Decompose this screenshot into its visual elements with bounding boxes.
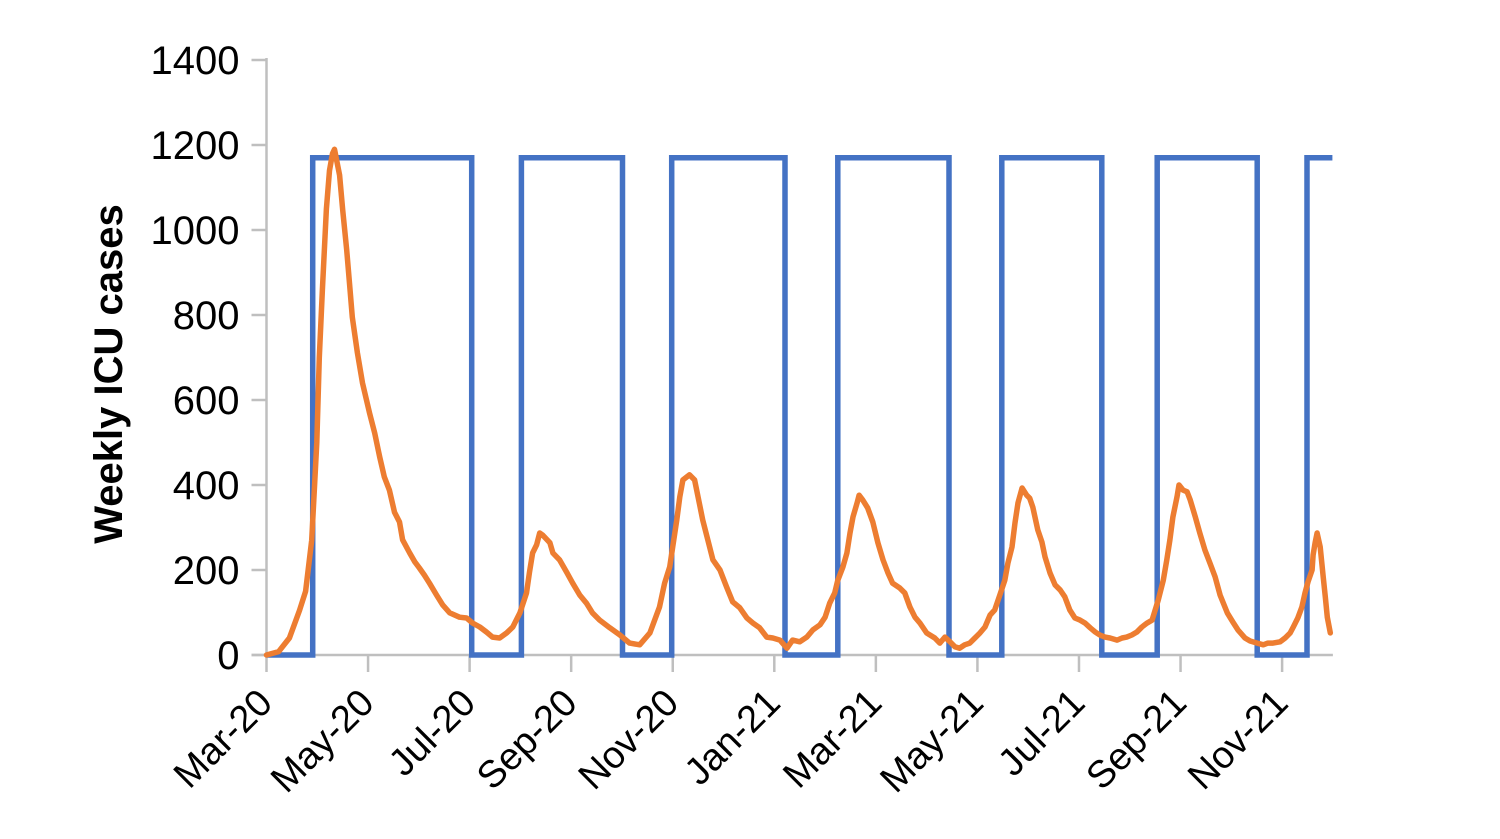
series-blue-square-wave (266, 155, 1333, 658)
y-tick-label: 1000 (151, 209, 240, 253)
x-tick-label: Jan-21 (677, 682, 789, 794)
y-tick-label: 1400 (151, 39, 240, 83)
series-lines (263, 146, 1334, 658)
axes (251, 58, 1333, 657)
x-tick-label: Sep-20 (469, 682, 585, 798)
x-tick-label: Jul-21 (990, 682, 1093, 785)
x-tick-label: May-20 (263, 682, 382, 801)
x-tick-label: May-21 (872, 682, 991, 801)
y-tick-label: 600 (173, 379, 240, 423)
x-tick-label: Nov-21 (1180, 682, 1296, 798)
x-tick-label: Sep-21 (1079, 682, 1195, 798)
x-tick-label: Mar-21 (775, 682, 890, 797)
y-tick-label: 200 (173, 549, 240, 593)
y-axis-ticks: 0 200 400 600 800 1000 1200 1400 (151, 39, 267, 678)
x-tick-label: Nov-20 (571, 682, 687, 798)
x-axis-ticks: Mar-20May-20Jul-20Sep-20Nov-20Jan-21Mar-… (166, 655, 1296, 801)
y-tick-label: 400 (173, 464, 240, 508)
y-axis-title: Weekly ICU cases (87, 204, 131, 543)
y-tick-label: 800 (173, 294, 240, 338)
y-tick-label: 1200 (151, 124, 240, 168)
x-tick-label: Jul-20 (381, 682, 484, 785)
y-tick-label: 0 (217, 634, 239, 678)
series-weekly-icu-cases (263, 146, 1334, 658)
x-tick-label: Mar-20 (166, 682, 281, 797)
